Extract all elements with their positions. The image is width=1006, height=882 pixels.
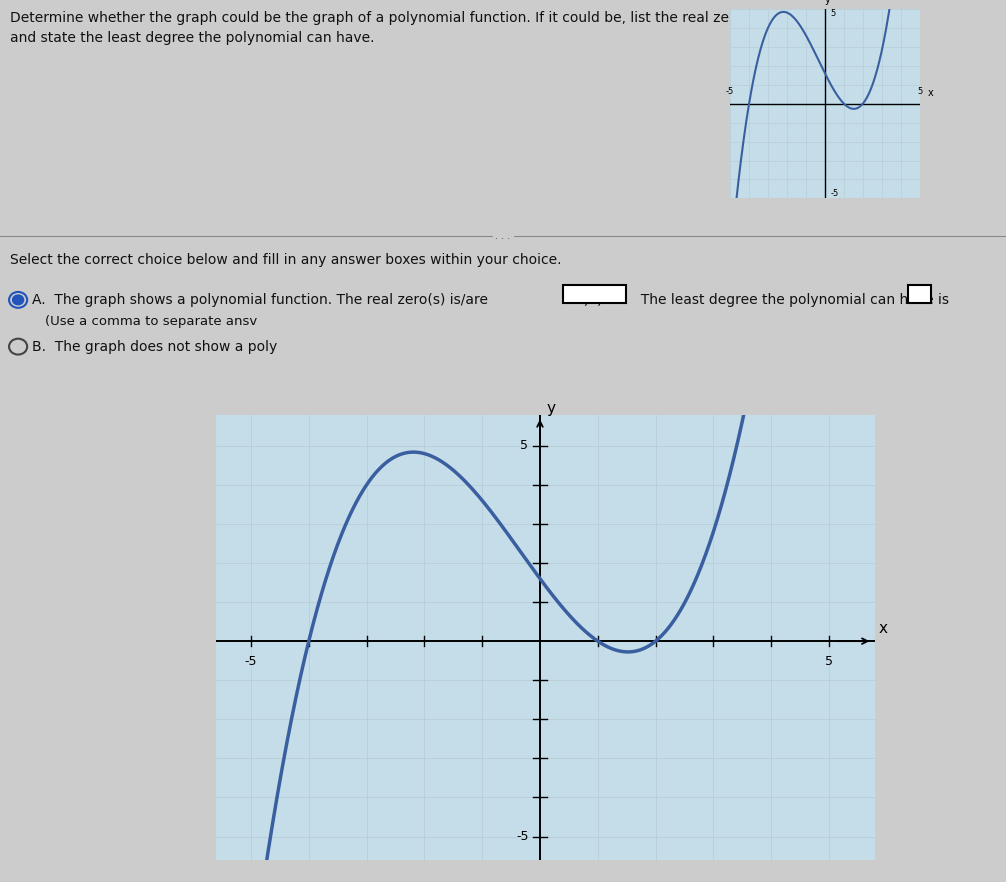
- Text: 5: 5: [917, 87, 923, 96]
- Text: y: y: [547, 401, 556, 416]
- Circle shape: [12, 295, 24, 305]
- Text: . . .: . . .: [495, 231, 511, 241]
- Text: -5: -5: [516, 830, 528, 843]
- Text: 5: 5: [831, 9, 836, 18]
- Text: -4,1,2: -4,1,2: [566, 293, 615, 307]
- FancyBboxPatch shape: [563, 285, 626, 303]
- Text: (Use a comma to separate ansv: (Use a comma to separate ansv: [45, 315, 258, 328]
- Text: -5: -5: [726, 87, 734, 96]
- Text: B.  The graph does not show a poly: B. The graph does not show a poly: [32, 340, 278, 354]
- Text: -5: -5: [831, 190, 839, 198]
- Text: x: x: [878, 622, 887, 637]
- Text: -5: -5: [244, 654, 258, 668]
- Text: 5: 5: [520, 439, 528, 452]
- Text: 5: 5: [825, 654, 833, 668]
- Text: x: x: [928, 88, 934, 98]
- Text: y: y: [825, 0, 831, 5]
- Text: Determine whether the graph could be the graph of a polynomial function. If it c: Determine whether the graph could be the…: [10, 11, 750, 45]
- Text: Select the correct choice below and fill in any answer boxes within your choice.: Select the correct choice below and fill…: [10, 253, 561, 267]
- Text: A.  The graph shows a polynomial function. The real zero(s) is/are: A. The graph shows a polynomial function…: [32, 293, 488, 307]
- FancyBboxPatch shape: [908, 285, 931, 303]
- Text: The least degree the polynomial can have is: The least degree the polynomial can have…: [632, 293, 949, 307]
